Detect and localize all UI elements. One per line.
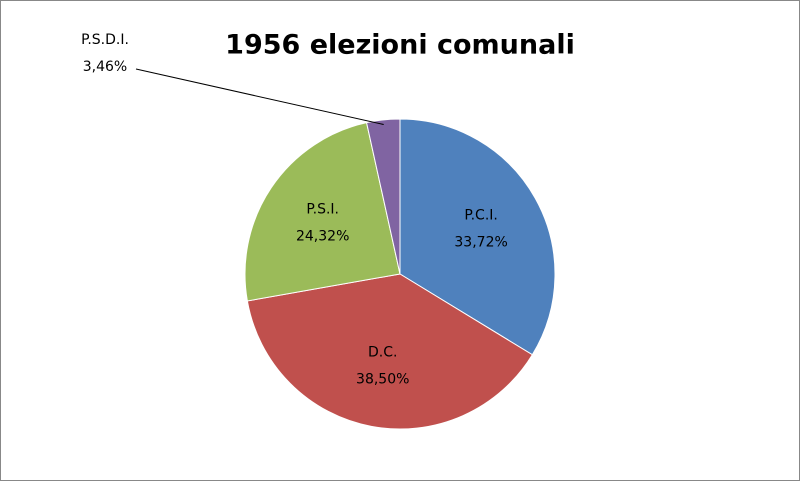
category-label: P.S.I.: [306, 201, 339, 217]
value-label: 33,72%: [454, 234, 507, 250]
leader-line: [135, 68, 384, 126]
pie-slice: [399, 118, 556, 356]
category-label: P.C.I.: [464, 207, 498, 223]
value-label: 38,50%: [356, 371, 409, 387]
category-label: P.S.D.I.: [81, 32, 129, 48]
pie-slice: [244, 122, 401, 302]
value-label: 24,32%: [296, 228, 349, 244]
chart-title: 1956 elezioni comunali: [225, 30, 575, 61]
category-label: D.C.: [368, 344, 397, 360]
pie-slice: [365, 118, 401, 275]
value-label: 3,46%: [83, 59, 127, 75]
pie-slice: [246, 273, 533, 430]
